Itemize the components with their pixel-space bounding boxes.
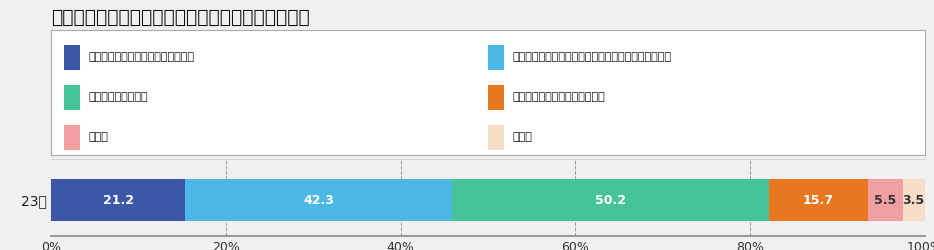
Text: 3.5: 3.5 <box>902 194 925 207</box>
Text: 15.7: 15.7 <box>803 194 834 207</box>
Bar <box>488 125 503 150</box>
Text: 42.3: 42.3 <box>304 194 334 207</box>
Bar <box>488 45 503 70</box>
Bar <box>185 180 452 221</box>
Bar <box>64 45 80 70</box>
Text: 住宅取得に係る物価高や資材高の影響に対する対応: 住宅取得に係る物価高や資材高の影響に対する対応 <box>51 8 310 26</box>
Text: 50.2: 50.2 <box>595 194 626 207</box>
Text: 希望する住宅のグレードを下げた。採用をあきらめた: 希望する住宅のグレードを下げた。採用をあきらめた <box>513 52 672 62</box>
Text: 5.5: 5.5 <box>874 194 897 207</box>
Bar <box>64 85 80 110</box>
Bar <box>488 85 503 110</box>
Bar <box>868 180 902 221</box>
Bar <box>51 180 185 221</box>
Text: その他: その他 <box>89 132 108 142</box>
Bar <box>902 180 925 221</box>
Bar <box>452 180 769 221</box>
Text: 住宅面積を縮小した: 住宅面積を縮小した <box>89 92 149 102</box>
Bar <box>64 125 80 150</box>
Text: 家具や家電製品の購入を控えた: 家具や家電製品の購入を控えた <box>513 92 605 102</box>
Text: 不　明: 不 明 <box>513 132 532 142</box>
Text: 21.2: 21.2 <box>103 194 134 207</box>
Bar <box>769 180 868 221</box>
Text: 住宅の基本性能の向上をあきらめた: 住宅の基本性能の向上をあきらめた <box>89 52 195 62</box>
